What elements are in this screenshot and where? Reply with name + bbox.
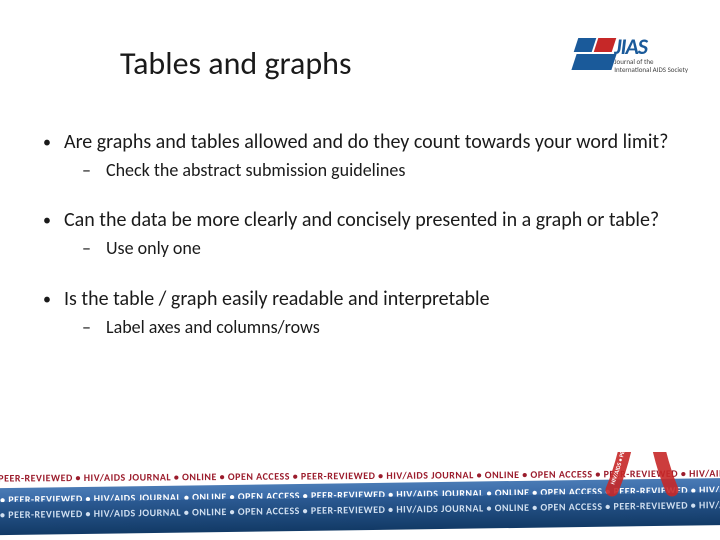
sub-bullet-item: – Use only one [82,237,680,260]
sub-bullet-item: – Label axes and columns/rows [82,316,680,339]
slide-title: Tables and graphs [120,44,351,83]
bullet-dash-icon: – [82,316,96,339]
ribbon-text: • PEER-REVIEWED • HIV/AIDS JOURNAL • ONL… [0,470,290,485]
logo-mark-icon [568,38,608,72]
bullet-text: Is the table / graph easily readable and… [64,287,490,312]
ribbon-text: • PEER-REVIEWED • HIV/AIDS JOURNAL • ONL… [0,504,300,521]
logo-subtitle-2: International AIDS Society [614,66,688,74]
footer-ribbons: • PEER-REVIEWED • HIV/AIDS JOURNAL • ONL… [0,452,720,540]
bullet-text: Can the data be more clearly and concise… [64,208,659,233]
sub-bullet-text: Check the abstract submission guidelines [106,159,405,182]
content-area: • Are graphs and tables allowed and do t… [40,130,680,339]
bullet-item: • Is the table / graph easily readable a… [40,287,680,312]
bullet-dash-icon: – [82,159,96,182]
bullet-text: Are graphs and tables allowed and do the… [64,130,668,155]
logo-acronym: JIAS [614,36,688,58]
jias-logo: JIAS Journal of the International AIDS S… [568,36,688,73]
sub-bullet-text: Use only one [106,237,201,260]
bullet-item: • Are graphs and tables allowed and do t… [40,130,680,155]
bullet-item: • Can the data be more clearly and conci… [40,208,680,233]
bullet-dot-icon: • [40,130,54,155]
sub-bullet-text: Label axes and columns/rows [106,316,320,339]
slide: Tables and graphs JIAS Journal of the In… [0,0,720,540]
bullet-dot-icon: • [40,287,54,312]
bullet-dash-icon: – [82,237,96,260]
logo-text: JIAS Journal of the International AIDS S… [614,36,688,73]
sub-bullet-item: – Check the abstract submission guidelin… [82,159,680,182]
bullet-dot-icon: • [40,208,54,233]
